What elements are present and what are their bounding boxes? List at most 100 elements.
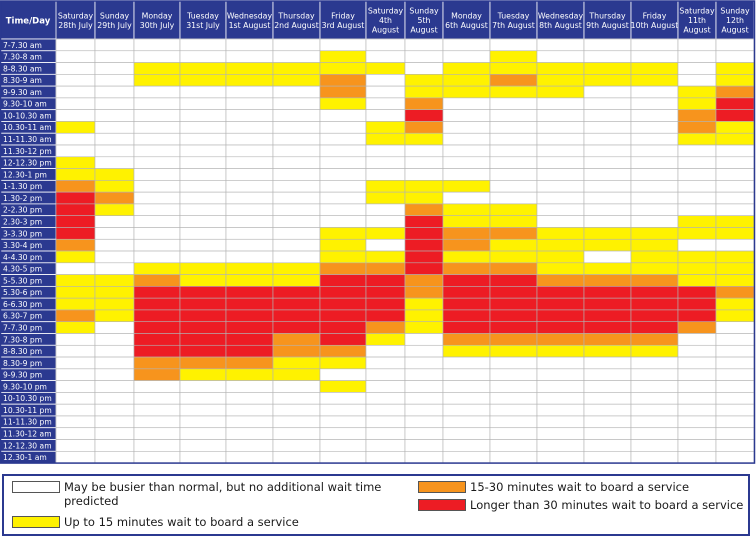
heatmap-cell [272,74,321,87]
day-header-label: 28th July [58,21,93,30]
heatmap-cell [319,168,367,181]
heatmap-cell [319,97,367,110]
heatmap-cell [715,250,755,264]
heatmap-cell [489,132,538,146]
heatmap-cell [179,97,227,110]
heatmap-cell [630,144,679,158]
heatmap-cell [404,168,444,181]
heatmap-cell [365,62,406,75]
day-header-label: 4th [379,16,392,25]
heatmap-cell [133,380,181,393]
heatmap-cell [365,132,406,146]
day-header-cell [55,0,96,40]
heatmap-cell [365,227,406,240]
day-header-label: Sunday [720,7,750,16]
heatmap-cell [179,132,227,146]
heatmap-cell [630,403,679,417]
heatmap-cell [365,309,406,323]
heatmap-cell [442,380,491,393]
heatmap-cell [133,321,181,334]
heatmap-cell [225,191,274,205]
heatmap-cell [133,415,181,429]
heatmap-cell [583,74,632,87]
heatmap-cell [583,227,632,240]
time-label: 6-6.30 pm [3,300,42,309]
heatmap-cell [365,392,406,405]
heatmap-cell [630,85,679,99]
heatmap-cell [442,250,491,264]
heatmap-cell [272,121,321,134]
heatmap-cell [179,156,227,169]
heatmap-cell [583,85,632,99]
heatmap-cell [272,85,321,99]
heatmap-cell [536,62,585,75]
heatmap-cell [630,180,679,193]
heatmap-cell [94,203,135,216]
heatmap-cell [583,132,632,146]
heatmap-cell [536,121,585,134]
heatmap-cell [365,85,406,99]
heatmap-cell [55,144,96,158]
heatmap-cell [677,439,717,452]
heatmap-cell [536,309,585,323]
day-header-label: Thursday [277,11,315,20]
heatmap-cell [319,321,367,334]
day-header-label: Monday [142,11,173,20]
time-label: 11-11.30 pm [3,418,52,427]
heatmap-cell [319,238,367,252]
heatmap-cell [272,50,321,63]
heatmap-cell [677,74,717,87]
heatmap-cell [319,85,367,99]
time-label: 8.30-9 pm [3,359,42,368]
heatmap-cell [489,344,538,358]
heatmap-cell [365,427,406,440]
heatmap-cell [489,74,538,87]
heatmap-cell [630,286,679,299]
heatmap-cell [442,144,491,158]
time-label: 10-10.30 pm [3,394,52,403]
day-header-cell [272,0,321,40]
heatmap-cell [272,415,321,429]
heatmap-cell [272,132,321,146]
heatmap-cell [94,250,135,264]
heatmap-cell [677,50,717,63]
time-label: 7.30-8 pm [3,335,42,344]
heatmap-cell [133,392,181,405]
heatmap-cell [715,380,755,393]
heatmap-cell [536,156,585,169]
heatmap-cell [630,168,679,181]
day-header-label: 6th August [445,21,488,30]
heatmap-cell [583,109,632,122]
heatmap-cell [55,262,96,275]
heatmap-cell [404,121,444,134]
heatmap-cell [583,274,632,287]
heatmap-cell [715,168,755,181]
heatmap-cell [583,333,632,346]
heatmap-cell [442,439,491,452]
legend-label-up-to-15: Up to 15 minutes wait to board a service [64,515,299,529]
heatmap-cell [677,380,717,393]
heatmap-cell [715,74,755,87]
heatmap-cell [677,415,717,429]
heatmap-cell [715,156,755,169]
heatmap-cell [225,97,274,110]
heatmap-cell [583,321,632,334]
heatmap-cell [365,156,406,169]
day-header-label: Friday [331,11,355,20]
heatmap-cell [94,97,135,110]
heatmap-cell [179,74,227,87]
heatmap-cell [272,109,321,122]
heatmap-cell [55,415,96,429]
heatmap-cell [94,215,135,228]
day-header-label: Tuesday [186,11,219,20]
heatmap-cell [442,203,491,216]
heatmap-cell [133,297,181,311]
heatmap-cell [489,297,538,311]
heatmap-cell [536,38,585,52]
heatmap-cell [715,368,755,381]
heatmap-cell [55,392,96,405]
heatmap-cell [133,121,181,134]
heatmap-cell [272,450,321,464]
heatmap-cell [225,309,274,323]
heatmap-cell [404,227,444,240]
